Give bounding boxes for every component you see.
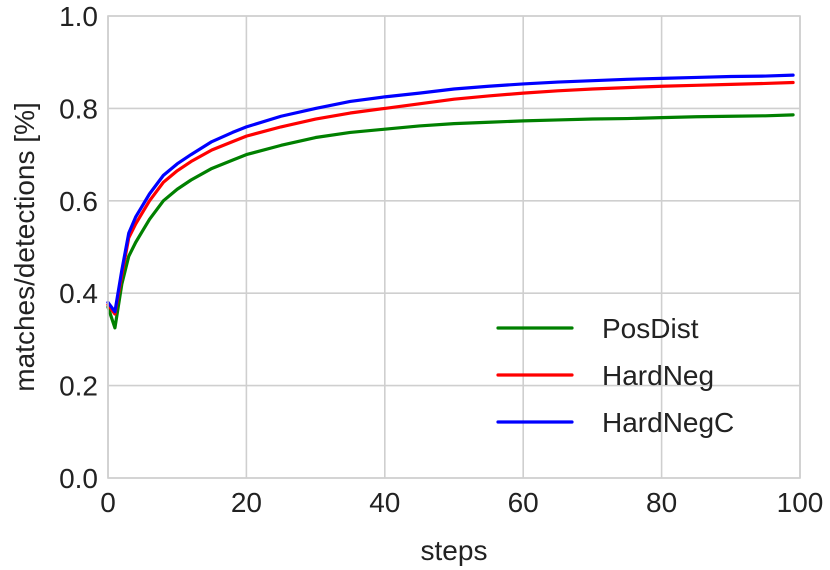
- plot-frame: [107, 15, 801, 479]
- y-tick-labels: 0.0 0.2 0.4 0.6 0.8 1.0: [59, 1, 98, 494]
- x-tick-labels: 0 20 40 60 80 100: [100, 487, 823, 518]
- x-tick-label: 20: [231, 487, 262, 518]
- y-axis-title: matches/detections [%]: [9, 102, 40, 391]
- y-tick-label: 0.6: [59, 186, 98, 217]
- legend: PosDist HardNeg HardNegC: [496, 313, 734, 438]
- y-tick-label: 0.4: [59, 278, 98, 309]
- x-axis-title: steps: [421, 535, 488, 566]
- x-tick-label: 40: [369, 487, 400, 518]
- y-tick-label: 1.0: [59, 1, 98, 32]
- x-tick-label: 80: [646, 487, 677, 518]
- y-tick-label: 0.8: [59, 93, 98, 124]
- x-tick-label: 60: [508, 487, 539, 518]
- y-tick-label: 0.0: [59, 463, 98, 494]
- series-layer: [106, 73, 795, 330]
- legend-label: HardNegC: [602, 407, 734, 438]
- series-line-hardneg: [106, 80, 795, 316]
- y-tick-label: 0.2: [59, 371, 98, 402]
- series-line-posdist: [106, 113, 795, 330]
- x-tick-label: 0: [100, 487, 116, 518]
- series-line-hardnegc: [106, 73, 795, 314]
- x-tick-label: 100: [777, 487, 824, 518]
- legend-label: PosDist: [602, 313, 699, 344]
- legend-label: HardNeg: [602, 360, 714, 391]
